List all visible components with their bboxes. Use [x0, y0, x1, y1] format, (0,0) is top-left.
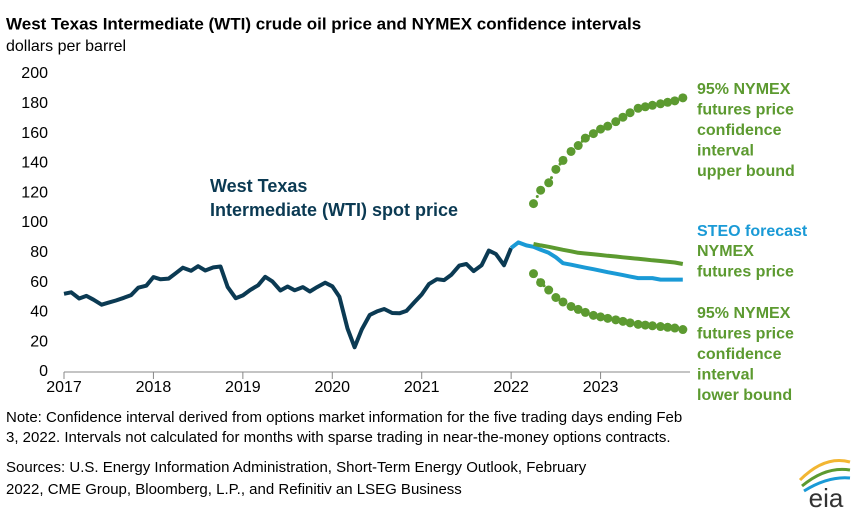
- source: 2022, CME Group, Bloomberg, L.P., and Re…: [6, 481, 462, 498]
- y-tick-label: 0: [39, 363, 48, 380]
- x-tick-label: 2017: [46, 379, 82, 396]
- x-tick-label: 2019: [225, 379, 261, 396]
- dot: [633, 103, 643, 113]
- dot: [603, 121, 613, 131]
- annotation: interval: [697, 367, 754, 384]
- annotation: lower bound: [697, 387, 792, 404]
- x-tick-label: 2021: [404, 379, 440, 396]
- y-tick-label: 80: [30, 244, 48, 261]
- logo-swoosh: [798, 459, 851, 493]
- dot: [529, 269, 538, 279]
- dot: [551, 293, 561, 302]
- dot: [625, 108, 635, 118]
- dot: [618, 112, 628, 122]
- y-tick-label: 100: [21, 214, 48, 231]
- dot: [573, 141, 583, 151]
- dot: [647, 100, 657, 110]
- dotted-line: [532, 96, 685, 206]
- dot: [551, 164, 561, 174]
- dot: [580, 133, 590, 143]
- x-tick-label: 2022: [493, 379, 529, 396]
- dot: [588, 310, 598, 320]
- dot: [580, 307, 590, 317]
- y-tick-label: 160: [21, 125, 48, 142]
- annotation: upper bound: [697, 163, 795, 180]
- dot: [678, 325, 688, 335]
- annotation: 95% NYMEX: [697, 81, 791, 98]
- dot: [640, 320, 650, 330]
- annotation: 95% NYMEX: [697, 305, 791, 322]
- y-tick-label: 20: [30, 333, 48, 350]
- x-tick-label: 2023: [583, 379, 619, 396]
- line: [533, 241, 684, 266]
- y-tick-label: 200: [21, 65, 48, 82]
- y-tick-label: 180: [21, 95, 48, 112]
- dot: [625, 318, 635, 328]
- annotation: futures price: [697, 326, 794, 343]
- dot: [573, 304, 583, 314]
- dot: [663, 97, 673, 107]
- dot: [536, 185, 546, 195]
- dot: [536, 278, 546, 288]
- annotation: Intermediate (WTI) spot price: [210, 200, 458, 220]
- dot: [544, 285, 554, 295]
- line: [509, 240, 683, 282]
- note: 3, 2022. Intervals not calculated for mo…: [6, 429, 671, 446]
- annotation: interval: [697, 143, 754, 160]
- dot: [596, 124, 606, 134]
- annotation: STEO forecast: [697, 223, 808, 240]
- dot: [670, 323, 680, 333]
- dot: [647, 321, 657, 331]
- chart-subtitle: dollars per barrel: [6, 38, 126, 55]
- y-tick-label: 120: [21, 184, 48, 201]
- note: Note: Confidence interval derived from o…: [6, 409, 682, 426]
- dot: [655, 99, 665, 109]
- dot: [640, 102, 650, 112]
- y-tick-label: 140: [21, 155, 48, 172]
- dot: [678, 93, 688, 103]
- logo: eia: [809, 483, 844, 513]
- y-tick-label: 40: [30, 304, 48, 321]
- dot: [566, 301, 576, 311]
- dot: [655, 322, 665, 332]
- dot: [633, 319, 643, 329]
- dot: [603, 313, 613, 323]
- dot: [558, 297, 568, 307]
- annotation: confidence: [697, 346, 782, 363]
- dot: [558, 155, 568, 165]
- chart-title: West Texas Intermediate (WTI) crude oil …: [6, 14, 641, 33]
- dot: [611, 315, 621, 325]
- x-tick-label: 2020: [314, 379, 350, 396]
- dot: [544, 178, 554, 188]
- dot: [596, 312, 606, 322]
- dot: [588, 129, 598, 139]
- dot: [611, 117, 621, 127]
- annotation: West Texas: [210, 176, 307, 196]
- line: [63, 247, 513, 350]
- dot: [663, 322, 673, 332]
- dot: [529, 199, 538, 209]
- dot: [566, 146, 576, 156]
- x-tick-label: 2018: [136, 379, 172, 396]
- source: Sources: U.S. Energy Information Adminis…: [6, 459, 587, 476]
- annotation: futures price: [697, 102, 794, 119]
- annotation: NYMEX: [697, 243, 754, 260]
- annotation: futures price: [697, 264, 794, 281]
- annotation: confidence: [697, 122, 782, 139]
- dot: [670, 96, 680, 106]
- y-tick-label: 60: [30, 274, 48, 291]
- dot: [618, 316, 628, 326]
